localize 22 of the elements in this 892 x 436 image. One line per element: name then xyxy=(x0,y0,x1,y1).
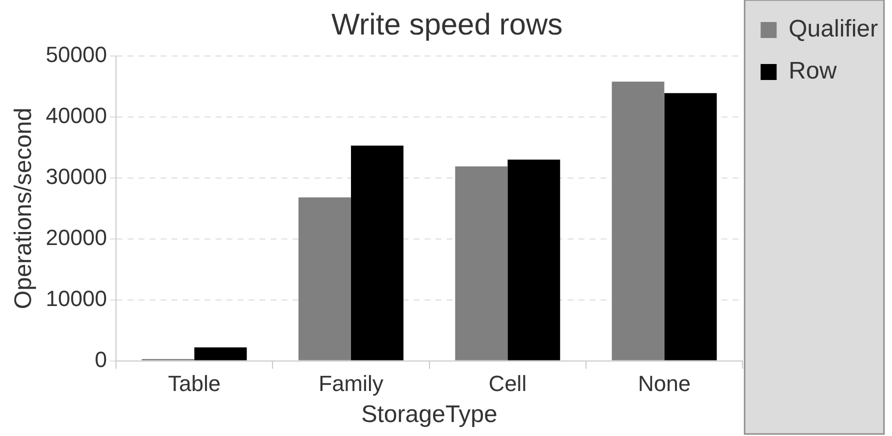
legend-label: Qualifier xyxy=(788,16,878,43)
bar xyxy=(194,347,247,360)
y-tick-label: 30000 xyxy=(46,164,107,189)
chart-title: Write speed rows xyxy=(331,8,563,42)
bar xyxy=(350,146,404,360)
y-tick-label: 0 xyxy=(94,346,107,372)
bar xyxy=(612,82,664,360)
y-axis-title: Operations/second xyxy=(10,108,38,310)
bar xyxy=(455,166,508,360)
x-tick-label: Cell xyxy=(488,371,527,396)
y-tick-label: 20000 xyxy=(46,224,107,250)
y-tick-label: 40000 xyxy=(46,103,107,128)
bar xyxy=(298,197,351,360)
legend-label: Row xyxy=(788,58,838,85)
y-tick-label: 50000 xyxy=(46,42,107,68)
x-tick-label: None xyxy=(638,371,691,396)
x-tick-label: Table xyxy=(168,371,221,396)
x-tick-label: Family xyxy=(318,371,384,396)
x-axis-title: StorageType xyxy=(361,401,498,428)
bar xyxy=(508,160,560,360)
bar xyxy=(664,93,717,360)
y-tick-label: 10000 xyxy=(46,286,107,311)
